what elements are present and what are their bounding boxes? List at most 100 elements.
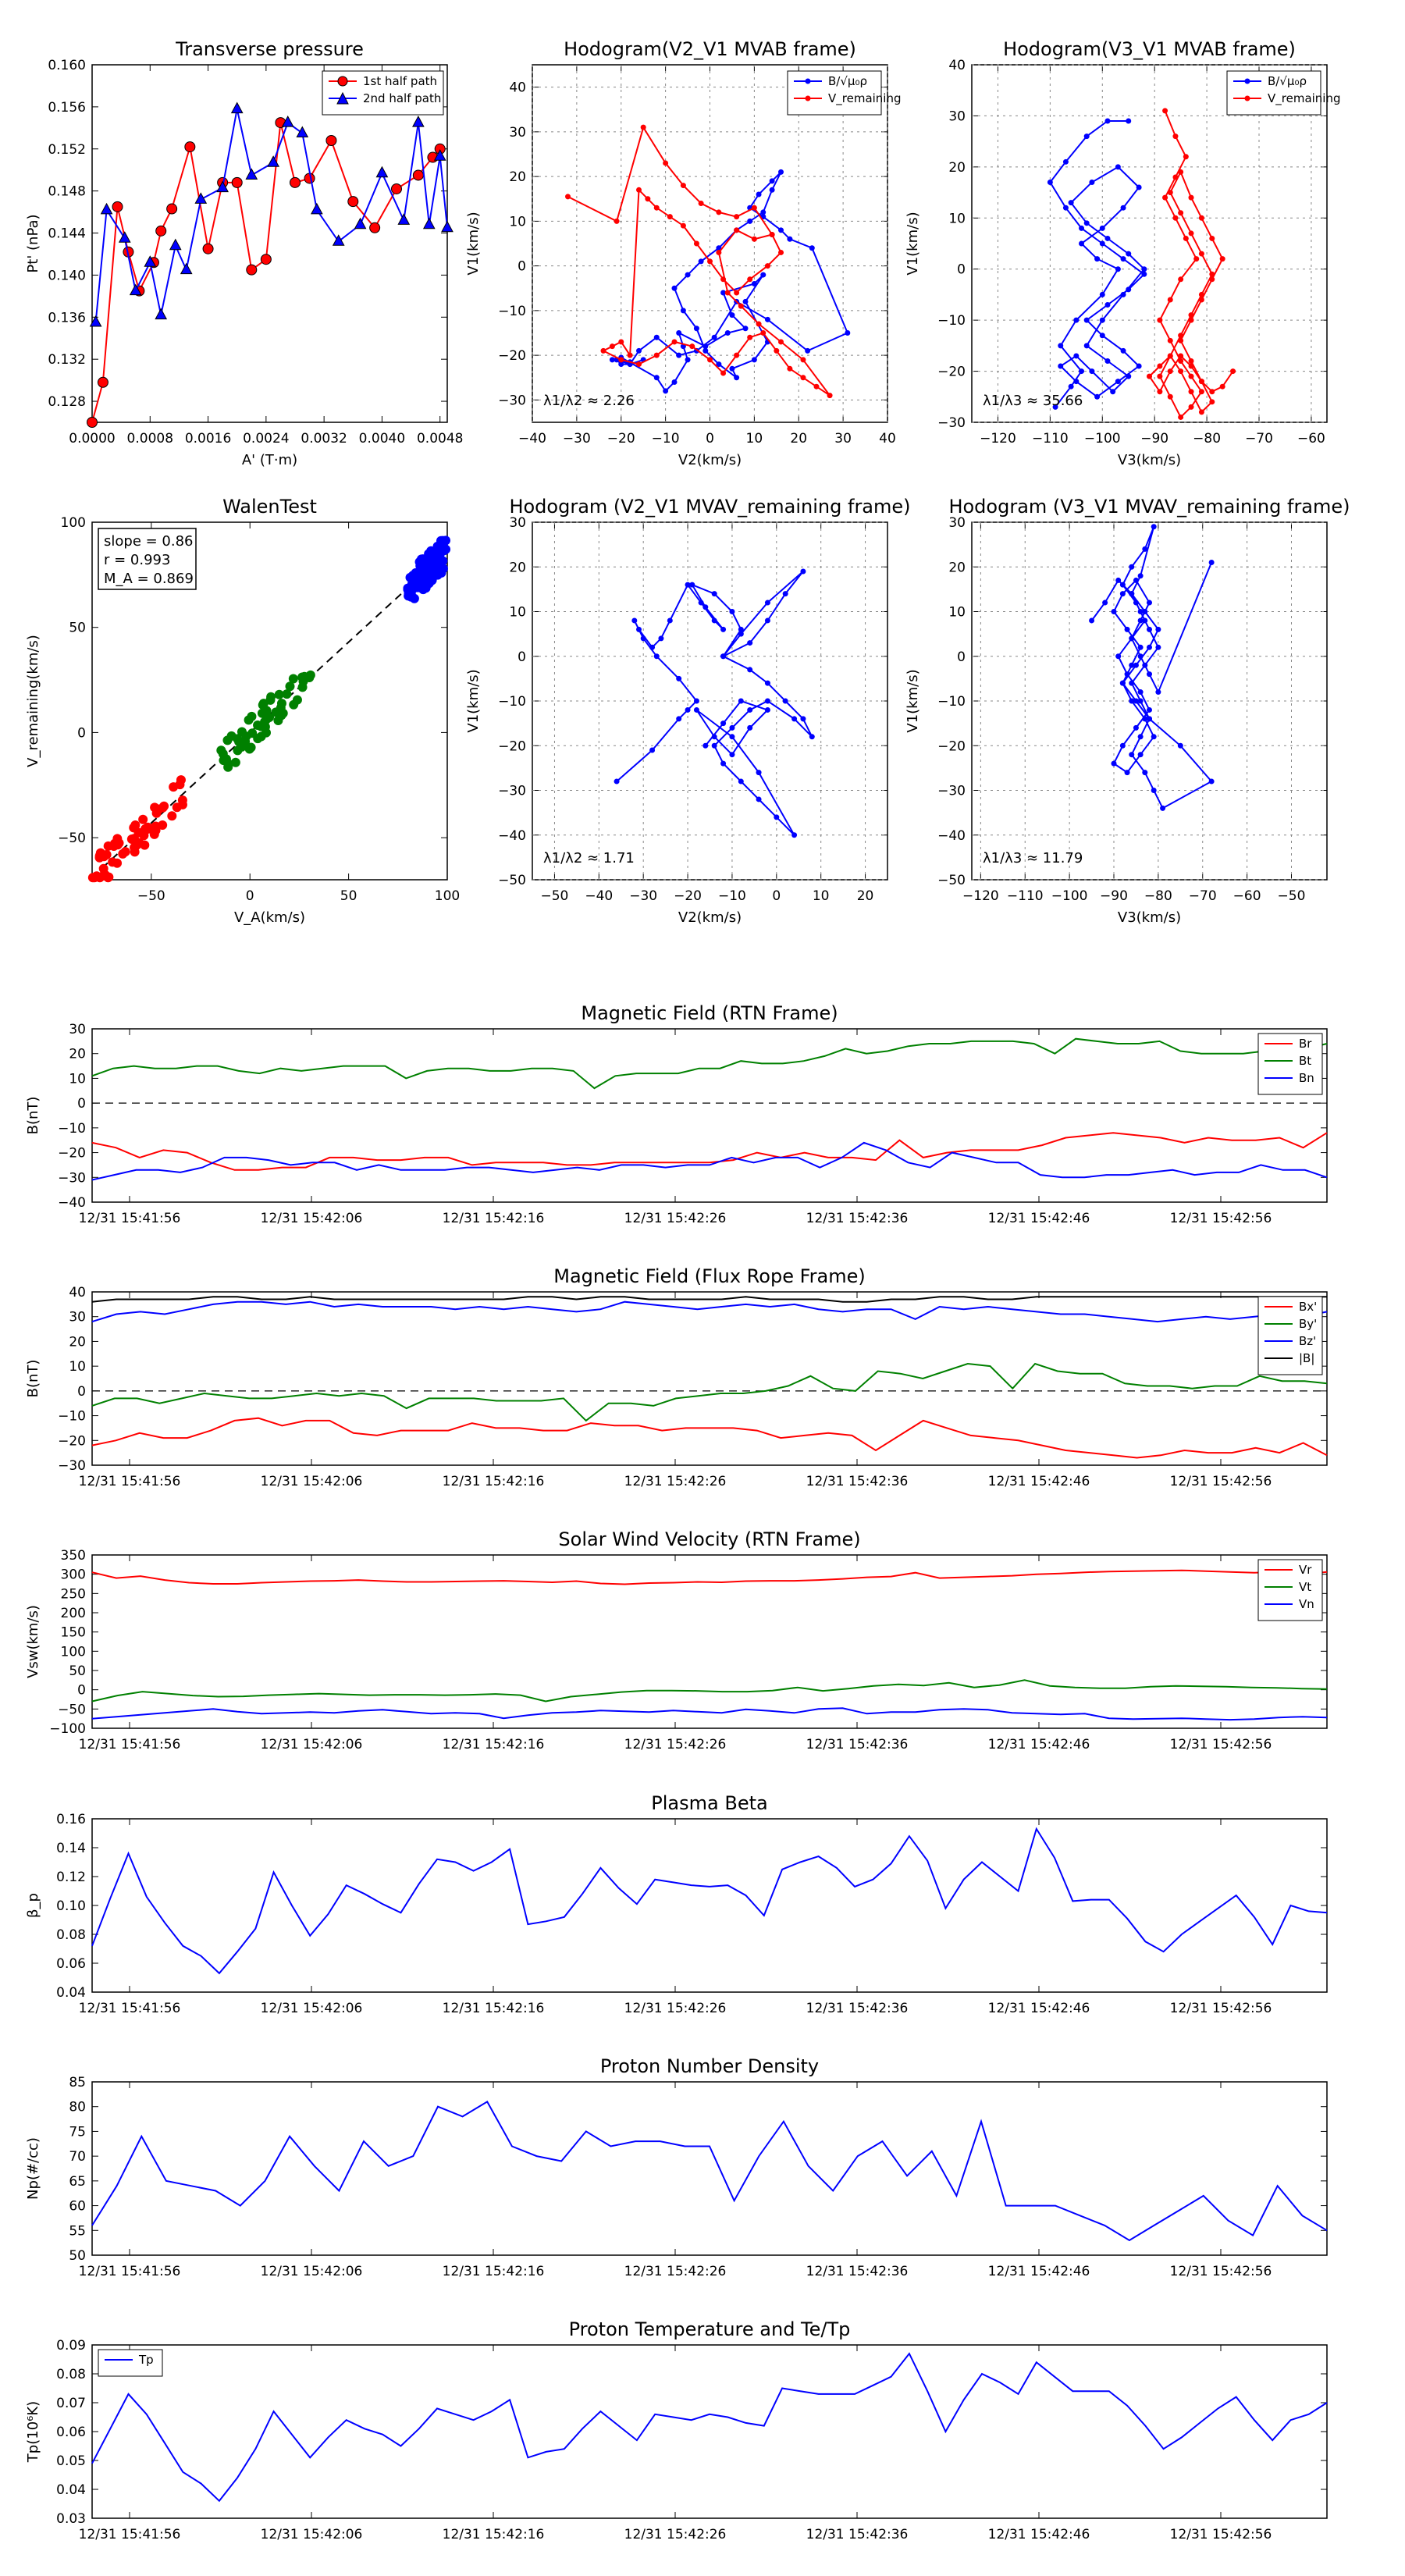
- hodo1-point: [565, 194, 571, 200]
- hodo2-legend-label: V_remaining: [1268, 91, 1341, 106]
- hodo2-point: [1188, 404, 1194, 410]
- bRTN-time-label: 12/31 15:42:36: [806, 1211, 909, 1226]
- walen-point: [143, 822, 153, 832]
- tpp-ytick-label: 0.09: [56, 2338, 86, 2354]
- hodo1-ylabel: V1(km/s): [465, 212, 482, 275]
- hodo1-point: [742, 298, 749, 304]
- hodo2-point: [1230, 368, 1236, 375]
- hodo2-point: [1178, 210, 1184, 216]
- walen-point: [112, 834, 123, 844]
- walen-point: [261, 706, 272, 716]
- hodo1-point: [756, 321, 762, 327]
- hodo1-point: [671, 339, 678, 345]
- hodo4-xtick-label: −80: [1144, 888, 1172, 904]
- bRTN-legend-label: Bn: [1299, 1071, 1314, 1085]
- walen-point: [177, 795, 187, 806]
- walen-point: [432, 563, 442, 573]
- hodo3-point: [649, 747, 656, 753]
- tp-ytick-label: 0.152: [48, 142, 86, 158]
- beta-time-label: 12/31 15:42:56: [1170, 2001, 1272, 2016]
- tp-legend-label: 1st half path: [363, 74, 437, 88]
- hodo2-point: [1062, 158, 1069, 165]
- hodo3-ytick-label: −30: [498, 784, 526, 799]
- hodo1-point: [805, 347, 811, 354]
- hodo3-point: [702, 604, 709, 610]
- hodo1-point: [680, 308, 686, 314]
- hodo1-point: [778, 227, 784, 233]
- hodo4-point: [1208, 560, 1215, 566]
- hodo1-xtick-label: 0: [706, 431, 714, 447]
- hodo4-point: [1137, 609, 1144, 614]
- bFR-time-label: 12/31 15:42:36: [806, 1474, 909, 1489]
- hodo2-point: [1068, 200, 1074, 206]
- bFR-legend-label: |B|: [1299, 1351, 1314, 1365]
- walen-xtick-label: −50: [137, 888, 165, 904]
- hodo2-point: [1052, 404, 1058, 410]
- walen-point: [278, 708, 288, 718]
- np-ytick-label: 85: [69, 2075, 86, 2090]
- walen-point: [130, 835, 140, 845]
- hodo2-point: [1209, 271, 1215, 277]
- hodo1-point: [720, 370, 727, 376]
- hodo2-point: [1188, 312, 1194, 318]
- hodo1-xtick-label: 10: [746, 431, 763, 447]
- hodo4-annotation: λ1/λ3 ≈ 11.79: [983, 850, 1083, 866]
- bFR-time-label: 12/31 15:41:56: [79, 1474, 181, 1489]
- hodo1-point: [778, 339, 784, 345]
- hodo2-point: [1198, 389, 1204, 395]
- hodo1-ytick-label: 40: [509, 80, 526, 96]
- hodo2-point: [1172, 174, 1179, 180]
- hodo3-series-line: [616, 571, 813, 836]
- hodo3-ytick-label: −50: [498, 873, 526, 888]
- hodo3-xtick-label: −30: [629, 888, 657, 904]
- tp-xtick-label: 0.0040: [359, 431, 405, 447]
- hodo1-point: [676, 352, 682, 358]
- hodo2-point: [1099, 225, 1105, 231]
- bRTN-legend-label: Bt: [1299, 1054, 1311, 1068]
- walen-point: [432, 570, 443, 580]
- vsw-ytick-label: 100: [61, 1644, 86, 1660]
- hodo2-point: [1047, 179, 1053, 185]
- bFR-ytick-label: −20: [58, 1433, 86, 1449]
- hodo1-point: [845, 330, 851, 336]
- hodo4-xtick-label: −60: [1233, 888, 1261, 904]
- hodo1-point: [614, 218, 620, 224]
- tp-ytick-label: 0.140: [48, 268, 86, 283]
- hodo1-legend-label: V_remaining: [828, 91, 902, 106]
- hodo4-ytick-label: 20: [948, 560, 966, 575]
- hodo1-point: [734, 214, 740, 220]
- hodo3-point: [636, 626, 642, 632]
- tp-point-triangle: [230, 101, 244, 114]
- bRTN-frame: [91, 1028, 1328, 1203]
- bRTN-ylabel: B(nT): [25, 1097, 41, 1135]
- hodo1-point: [653, 334, 660, 340]
- hodo1-point: [689, 343, 695, 350]
- hodo3-point: [711, 734, 717, 740]
- tp-point-triangle: [89, 315, 102, 327]
- np-ylabel: Np(#/cc): [25, 2137, 41, 2200]
- hodo1-legend-marker: [805, 78, 811, 84]
- hodo1-point: [618, 357, 624, 363]
- hodo3-point: [676, 675, 682, 681]
- hodo2-point: [1178, 353, 1184, 359]
- walen-point: [223, 759, 233, 769]
- beta-ytick-label: 0.14: [56, 1841, 86, 1856]
- walen-point: [274, 689, 284, 699]
- hodo3-xtick-label: 20: [857, 888, 874, 904]
- vsw-time-label: 12/31 15:42:26: [624, 1737, 727, 1752]
- hodo3-point: [729, 609, 735, 614]
- hodo2-point: [1099, 240, 1105, 247]
- walen-ytick-label: 0: [77, 725, 86, 741]
- tp-point-circle: [290, 176, 301, 188]
- hodo3-point: [711, 742, 717, 749]
- hodo3-xtick-label: −40: [585, 888, 613, 904]
- hodo4-point: [1129, 698, 1135, 704]
- tp-point-circle: [184, 141, 196, 153]
- hodo1-point: [685, 357, 691, 363]
- hodo1-xtick-label: −20: [607, 431, 635, 447]
- hodo1-point: [756, 191, 762, 197]
- hodo1-point: [698, 258, 704, 265]
- hodo1-ytick-label: 0: [518, 259, 526, 275]
- hodo4-point: [1155, 626, 1161, 632]
- tp-series-line: [91, 122, 441, 423]
